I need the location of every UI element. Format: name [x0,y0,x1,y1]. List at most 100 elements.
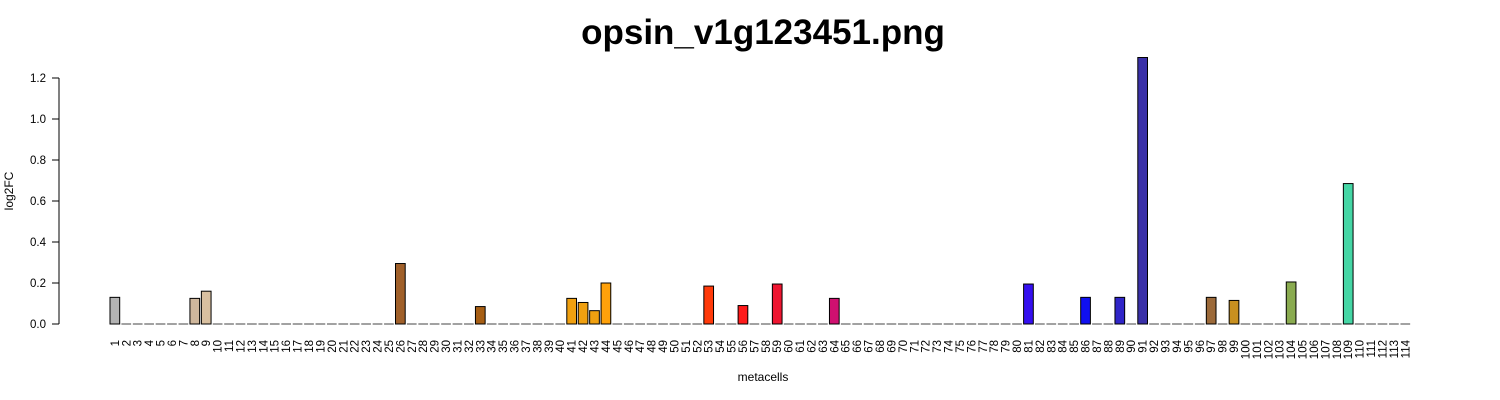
x-tick-label: 58 [761,340,773,353]
x-tick-label: 32 [464,340,476,353]
x-tick-labels: 1 2 3 4 5 6 7 8 9 10 11 12 13 14 15 16 17 18 19 20 21 22 23 24 2… [110,339,1412,359]
x-tick-label: 40 [555,340,567,353]
x-tick-label: 45 [612,340,624,353]
x-tick-label: 55 [727,340,739,353]
x-tick-label: 65 [841,340,853,353]
x-tick-label: 44 [601,339,613,352]
x-tick-label: 12 [235,340,247,353]
x-tick-label: 85 [1069,340,1081,353]
x-tick-label: 46 [624,340,636,353]
x-tick-label: 8 [190,340,202,346]
bar [1137,57,1149,325]
bar [395,263,406,325]
x-tick-label: 83 [1046,340,1058,353]
bar [1023,283,1034,325]
x-tick-label: 105 [1298,340,1310,359]
x-tick-label: 104 [1286,339,1298,359]
x-tick-label: 3 [133,340,145,346]
x-tick-label: 99 [1229,340,1241,353]
x-tick-label: 63 [818,340,830,353]
x-tick-label: 103 [1275,340,1287,359]
x-tick-label: 21 [338,340,350,353]
x-tick-label: 50 [669,340,681,353]
bar [737,305,749,325]
x-tick-label: 49 [658,340,670,353]
x-tick-label: 78 [989,340,1001,353]
x-tick-label: 79 [1001,340,1013,353]
x-tick-label: 19 [315,340,327,353]
x-tick-label: 36 [510,340,522,353]
x-tick-label: 14 [258,339,270,352]
x-tick-label: 82 [1035,340,1047,353]
x-tick-label: 100 [1240,340,1252,359]
x-tick-label: 108 [1332,340,1344,359]
x-tick-label: 30 [441,340,453,353]
x-tick-label: 72 [921,340,933,353]
x-tick-label: 110 [1355,340,1367,358]
x-tick-label: 96 [1195,340,1207,353]
x-tick-label: 64 [829,339,841,352]
x-tick-label: 1 [110,340,122,346]
x-tick-label: 67 [864,340,876,353]
x-tick-label: 75 [955,340,967,353]
x-tick-label: 37 [521,340,533,353]
x-tick-label: 53 [704,340,716,353]
x-tick-label: 93 [1160,340,1172,353]
x-tick-label: 97 [1206,340,1218,353]
x-tick-label: 60 [784,340,796,353]
x-tick-label: 56 [738,340,750,353]
x-tick-label: 5 [156,340,168,346]
x-tick-label: 16 [281,340,293,353]
y-tick-label: 0.2 [30,278,46,290]
x-tick-label: 18 [304,340,316,353]
x-tick-label: 43 [589,340,601,353]
x-tick-label: 109 [1343,340,1355,359]
x-tick-label: 80 [1012,340,1024,353]
x-tick-label: 51 [681,340,693,353]
x-tick-label: 70 [898,340,910,353]
bar [1285,281,1297,325]
x-tick-label: 101 [1252,340,1264,359]
bar [1114,296,1126,325]
x-tick-label: 68 [875,340,887,353]
x-tick-label: 22 [350,340,362,353]
bar [200,290,212,325]
x-tick-label: 39 [544,340,556,353]
x-tick-label: 24 [373,339,385,352]
x-tick-label: 31 [452,340,464,353]
y-tick-label: 0.6 [30,196,46,208]
x-tick-label: 11 [224,340,236,352]
x-tick-label: 13 [247,340,259,353]
x-tick-label: 2 [121,340,133,346]
x-tick-label: 71 [909,340,921,353]
x-tick-label: 42 [578,340,590,353]
x-tick-label: 7 [178,340,190,346]
x-tick-label: 62 [806,340,818,353]
x-tick-label: 17 [293,340,305,353]
x-tick-label: 92 [1149,340,1161,353]
bar [577,301,589,325]
x-tick-label: 23 [361,340,373,353]
x-tick-label: 112 [1377,340,1389,358]
x-tick-label: 47 [635,340,647,353]
x-tick-label: 6 [167,340,179,346]
bars [109,57,1411,325]
x-tick-label: 102 [1263,340,1275,359]
bar [1228,299,1240,325]
x-tick-label: 9 [201,340,213,346]
x-tick-label: 88 [1103,340,1115,353]
x-tick-label: 52 [692,340,704,353]
x-tick-label: 90 [1126,340,1138,353]
x-tick-label: 69 [886,340,898,353]
x-tick-label: 34 [487,339,499,352]
x-tick-label: 29 [430,340,442,353]
x-tick-label: 111 [1366,340,1378,357]
y-tick-label: 1.2 [30,73,46,85]
bar [828,297,840,325]
x-tick-label: 95 [1183,340,1195,353]
x-tick-label: 76 [966,340,978,353]
x-tick-label: 94 [1172,339,1184,352]
x-tick-label: 107 [1320,340,1332,359]
x-tick-label: 10 [213,340,225,353]
